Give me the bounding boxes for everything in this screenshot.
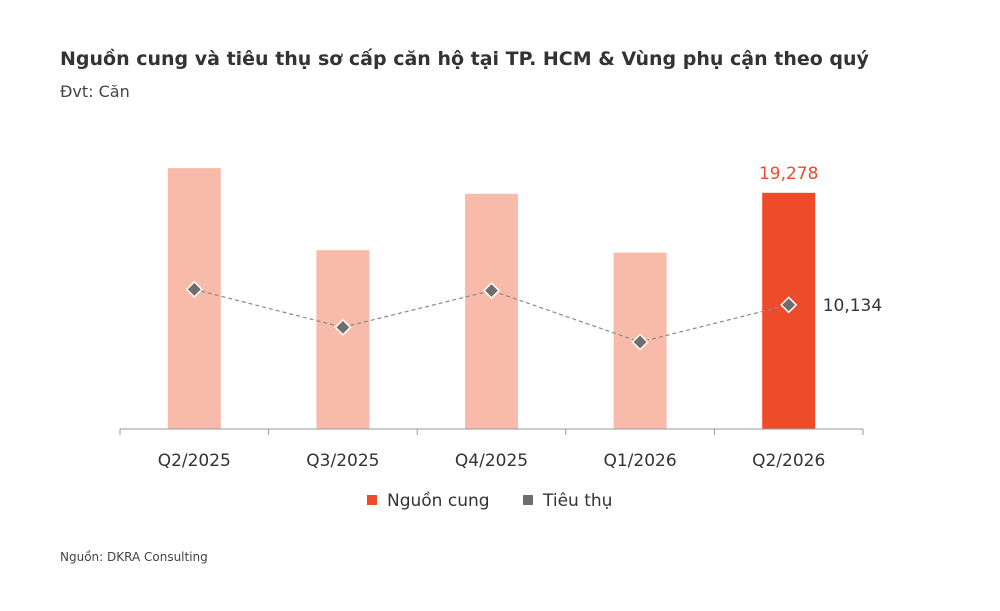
x-tick-label: Q4/2025 (455, 451, 528, 471)
consumption-marker-q2-2026 (780, 296, 798, 314)
source-note: Nguồn: DKRA Consulting (60, 550, 208, 564)
chart-title: Nguồn cung và tiêu thụ sơ cấp căn hộ tại… (60, 48, 869, 70)
legend: Nguồn cung Tiêu thụ (367, 490, 612, 511)
supply-bar-q3-2025 (316, 250, 370, 429)
x-tick-label: Q2/2026 (752, 451, 825, 471)
supply-bar-q4-2025 (465, 193, 518, 429)
x-tick-label: Q1/2026 (603, 451, 676, 471)
legend-swatch-supply (367, 495, 377, 505)
consumption-marker-q2-2025 (185, 280, 203, 298)
consumption-line-path (194, 288, 789, 343)
consumption-value-label: 10,134 (823, 296, 882, 316)
consumption-marker-q4-2025 (482, 282, 501, 300)
x-tick-label: Q2/2025 (158, 451, 231, 471)
data-labels: 19,278 10,134 (759, 164, 882, 316)
legend-label-supply: Nguồn cung (387, 490, 490, 511)
chart-unit: Đvt: Căn (60, 82, 130, 101)
x-tick-label: Q3/2025 (306, 451, 379, 471)
legend-swatch-consumption (523, 495, 533, 505)
consumption-marker-q1-2026 (631, 333, 649, 351)
supply-value-label: 19,278 (759, 164, 818, 184)
legend-label-consumption: Tiêu thụ (542, 491, 612, 511)
supply-bar-q2-2025 (167, 168, 221, 429)
consumption-line (185, 280, 798, 351)
consumption-marker-q3-2025 (334, 318, 352, 336)
x-axis: Q2/2025 Q3/2025 Q4/2025 Q1/2026 Q2/2026 (119, 428, 864, 471)
